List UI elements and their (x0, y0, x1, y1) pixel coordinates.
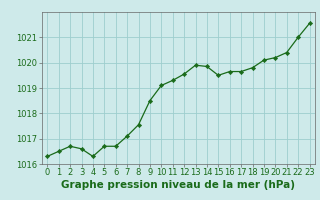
X-axis label: Graphe pression niveau de la mer (hPa): Graphe pression niveau de la mer (hPa) (61, 180, 295, 190)
